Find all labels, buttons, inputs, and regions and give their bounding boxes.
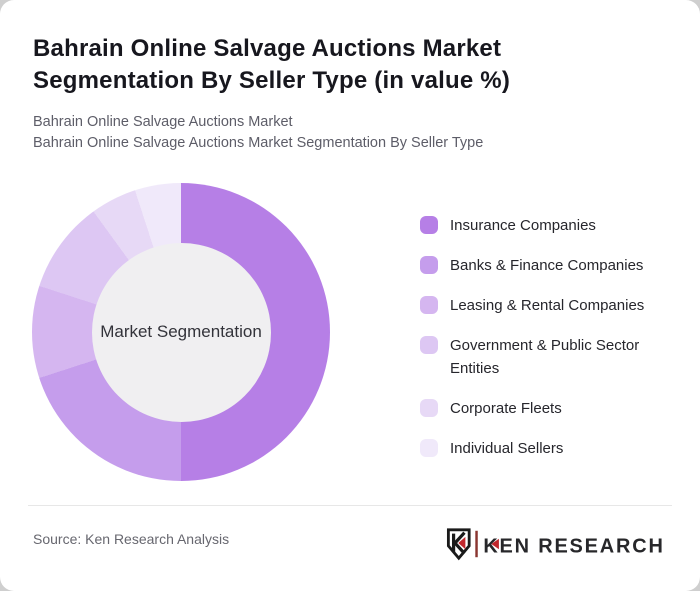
legend-swatch-icon [420, 399, 438, 417]
donut-center-label: Market Segmentation [100, 322, 262, 341]
source-note: Source: Ken Research Analysis [33, 531, 230, 547]
donut-chart: Market Segmentation [32, 183, 330, 481]
logo-text-red-triangle-icon [491, 538, 499, 550]
emblem-red-triangle-icon [458, 536, 466, 550]
ken-research-logo: KEN RESEARCH [440, 527, 674, 561]
subtitle-line-2: Bahrain Online Salvage Auctions Market S… [33, 135, 484, 151]
chart-title: Bahrain Online Salvage Auctions Market S… [33, 35, 511, 94]
chart-legend: Insurance Companies Banks & Finance Compa… [420, 214, 672, 477]
logo-brand-text: KEN RESEARCH [483, 535, 664, 558]
legend-label: Leasing & Rental Companies [450, 297, 645, 314]
logo-separator-bar [475, 530, 478, 558]
subtitle-line-1: Bahrain Online Salvage Auctions Market [33, 114, 293, 130]
footer-divider [28, 505, 672, 506]
donut-center: Market Segmentation [91, 242, 271, 422]
legend-item: Corporate Fleets [420, 397, 672, 420]
legend-item: Individual Sellers [420, 437, 672, 460]
legend-label: Corporate Fleets [450, 400, 562, 417]
legend-item: Banks & Finance Companies [420, 254, 672, 277]
legend-label: Banks & Finance Companies [450, 257, 644, 274]
legend-item: Insurance Companies [420, 214, 672, 237]
legend-swatch-icon [420, 256, 438, 274]
ken-research-emblem-icon [446, 528, 471, 561]
chart-subtitles: Bahrain Online Salvage Auctions Market B… [33, 112, 483, 154]
legend-swatch-icon [420, 296, 438, 314]
legend-swatch-icon [420, 216, 438, 234]
legend-label: Insurance Companies [450, 217, 596, 234]
legend-swatch-icon [420, 336, 438, 354]
legend-item: Leasing & Rental Companies [420, 294, 672, 317]
legend-swatch-icon [420, 439, 438, 457]
legend-label: Individual Sellers [450, 440, 564, 457]
legend-label: Government & Public Sector Entities [450, 337, 640, 377]
legend-item: Government & Public Sector Entities [420, 334, 672, 380]
